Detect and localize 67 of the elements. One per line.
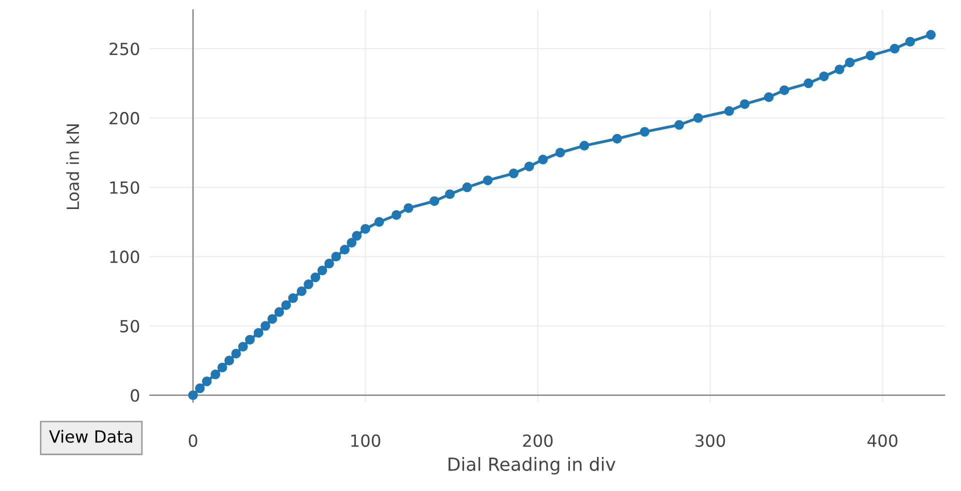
point	[267, 314, 278, 324]
point	[245, 334, 255, 345]
y-tick-label: 200	[110, 112, 140, 125]
point	[612, 134, 622, 144]
point	[579, 140, 590, 151]
x-tick-label: 100	[351, 434, 380, 447]
point	[890, 44, 900, 54]
point	[346, 238, 356, 248]
point	[538, 154, 548, 164]
point	[352, 230, 362, 241]
point	[462, 182, 472, 192]
point	[195, 383, 205, 394]
point	[254, 328, 264, 338]
point	[866, 50, 876, 60]
point	[640, 126, 650, 137]
text: View Data	[49, 430, 132, 443]
point	[310, 272, 320, 282]
point	[740, 99, 750, 109]
point	[324, 258, 334, 268]
y-tick-label: 100	[110, 250, 140, 264]
point	[224, 356, 234, 366]
point	[834, 64, 844, 74]
point	[905, 36, 916, 47]
point	[281, 300, 291, 310]
point	[674, 120, 684, 130]
point	[238, 342, 248, 352]
point	[724, 106, 734, 116]
point	[392, 210, 402, 220]
point	[296, 286, 306, 296]
x-tick-label: 400	[868, 434, 898, 447]
y-axis-title: Load in kN	[66, 124, 80, 210]
y-tick-label: 150	[110, 181, 140, 194]
point	[274, 307, 284, 317]
point	[693, 113, 703, 123]
point	[260, 321, 270, 331]
point	[508, 168, 519, 178]
point	[304, 279, 314, 290]
point	[779, 85, 790, 96]
point	[844, 58, 855, 68]
point	[482, 175, 493, 186]
point	[524, 162, 534, 172]
point	[217, 362, 228, 372]
point	[317, 266, 328, 276]
x-tick-label: 0	[188, 434, 198, 447]
point	[404, 203, 414, 213]
point	[764, 92, 774, 102]
point	[231, 348, 241, 358]
point	[926, 30, 936, 40]
point	[555, 148, 566, 158]
point	[374, 217, 384, 227]
point	[360, 224, 370, 234]
x-tick-label: 200	[523, 434, 553, 447]
point	[210, 370, 220, 380]
point	[430, 196, 440, 206]
x-tick-label: 300	[696, 434, 726, 447]
y-tick-label: 250	[110, 42, 140, 56]
y-tick-label: 50	[120, 320, 140, 332]
point	[804, 78, 814, 88]
point	[188, 390, 198, 400]
y-tick-label: 0	[130, 389, 140, 402]
point	[819, 72, 829, 82]
point	[202, 376, 212, 386]
point	[288, 293, 298, 304]
x-axis-title: Dial Reading in div	[448, 457, 616, 475]
point	[445, 189, 455, 200]
point	[340, 244, 350, 255]
point	[331, 252, 341, 262]
